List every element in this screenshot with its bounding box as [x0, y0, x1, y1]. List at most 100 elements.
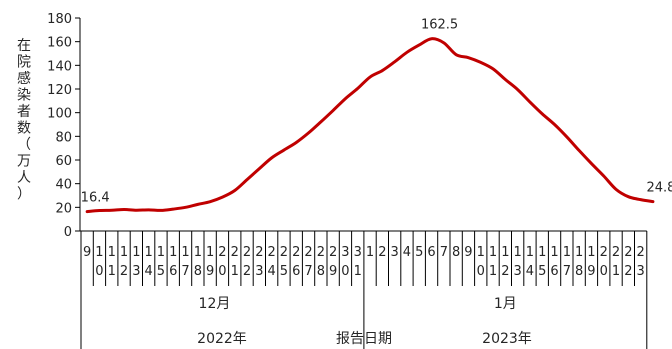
x-tick-label: 4	[403, 245, 411, 260]
data-point	[516, 88, 519, 91]
month-label: 1月	[494, 296, 517, 312]
data-label: 162.5	[421, 18, 458, 33]
data-point	[455, 53, 458, 56]
data-point	[467, 56, 470, 59]
series-line	[87, 39, 653, 212]
x-tick-label: 8	[452, 245, 460, 260]
x-tick-label: 18	[575, 245, 583, 279]
data-point	[147, 208, 150, 211]
data-point	[504, 78, 507, 81]
x-tick-label: 2	[378, 245, 386, 260]
data-point	[307, 131, 310, 134]
x-tick-label: 3	[391, 245, 399, 260]
x-tick-label: 21	[612, 245, 620, 279]
data-point	[479, 61, 482, 64]
data-point	[98, 209, 101, 212]
y-tick-label: 120	[47, 83, 72, 98]
data-point	[381, 69, 384, 72]
data-point	[590, 162, 593, 165]
month-label: 12月	[199, 296, 231, 312]
data-point	[356, 87, 359, 90]
y-tick-label: 40	[55, 178, 72, 193]
data-point	[578, 149, 581, 152]
data-point	[615, 188, 618, 191]
data-point	[209, 200, 212, 203]
y-tick-label: 20	[55, 201, 72, 216]
y-axis-title-text: 在院感染者数（万人）	[17, 38, 31, 203]
y-tick-label: 0	[64, 225, 72, 240]
data-point	[233, 189, 236, 192]
data-point	[86, 210, 89, 213]
data-point	[123, 208, 126, 211]
data-point	[430, 37, 433, 40]
data-point	[196, 203, 199, 206]
data-point	[565, 135, 568, 138]
y-tick-label: 80	[55, 130, 72, 145]
x-tick-label: 12	[120, 245, 128, 279]
data-point	[541, 112, 544, 115]
x-tick-label: 5	[415, 245, 423, 260]
y-tick-label: 180	[47, 12, 72, 27]
data-point	[627, 195, 630, 198]
x-tick-label: 30	[341, 245, 349, 279]
y-tick-label: 100	[47, 107, 72, 122]
y-axis-title: 在院感染者数（万人）	[17, 38, 31, 203]
data-point	[393, 60, 396, 63]
data-point	[602, 174, 605, 177]
x-tick-label: 7	[440, 245, 448, 260]
data-point	[639, 198, 642, 201]
data-point	[528, 101, 531, 104]
data-point	[159, 209, 162, 212]
data-point	[184, 206, 187, 209]
data-point	[332, 109, 335, 112]
data-point	[651, 200, 654, 203]
data-point	[344, 97, 347, 100]
x-tick-label: 19	[206, 245, 214, 279]
data-point	[492, 67, 495, 70]
data-point	[135, 209, 138, 212]
data-point	[442, 41, 445, 44]
y-tick-label: 160	[47, 36, 72, 51]
data-point	[221, 196, 224, 199]
y-tick-label: 60	[55, 154, 72, 169]
data-point	[418, 43, 421, 46]
x-tick-label: 9	[464, 245, 472, 260]
x-tick-label: 9	[83, 245, 91, 260]
data-point	[246, 178, 249, 181]
data-point	[405, 51, 408, 54]
data-point	[110, 209, 113, 212]
y-tick-label: 140	[47, 59, 72, 74]
data-point	[172, 208, 175, 211]
x-axis-title: 报告日期	[336, 331, 392, 347]
data-point	[258, 167, 261, 170]
x-tick-label: 6	[427, 245, 435, 260]
plot-area: 16.4 162.5 24.8	[81, 18, 672, 213]
